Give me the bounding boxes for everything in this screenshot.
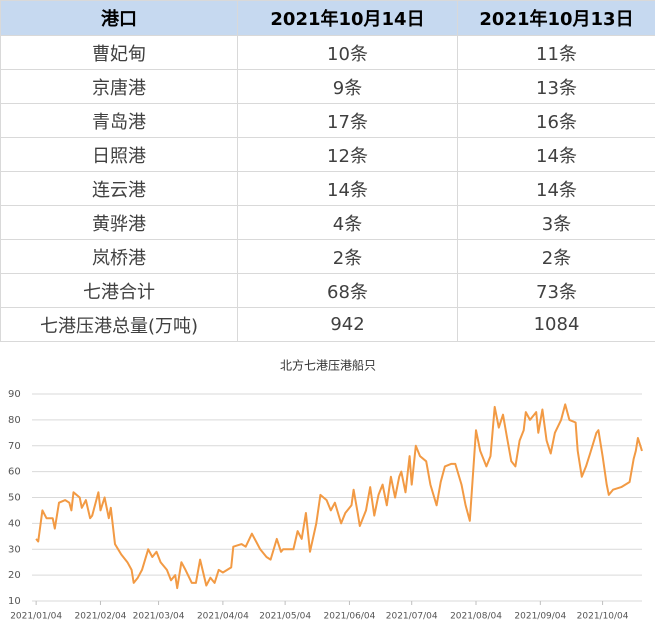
y-tick-label: 30: [8, 544, 21, 555]
table-cell: 3条: [458, 206, 655, 240]
table-cell: 942: [238, 308, 458, 342]
table-cell: 9条: [238, 70, 458, 104]
table-cell: 1084: [458, 308, 655, 342]
chart: 北方七港压港船只 10 20 30 40 50 60 70 80 90 2021/01/04 202…: [0, 342, 655, 629]
x-tick-label: 2021/05/04: [259, 612, 311, 622]
x-tick-label: 2021/09/04: [514, 612, 566, 622]
y-tick-label: 70: [8, 441, 21, 452]
x-tick-label: 2021/04/04: [197, 612, 249, 622]
x-tick-label: 2021/08/04: [450, 612, 502, 622]
table-cell: 2条: [238, 240, 458, 274]
table-cell: 16条: [458, 104, 655, 138]
table-cell: 12条: [238, 138, 458, 172]
table-cell: 68条: [238, 274, 458, 308]
header-cell: 港口: [1, 1, 238, 36]
table-cell: 11条: [458, 36, 655, 70]
table-cell: 青岛港: [1, 104, 238, 138]
x-tick-label: 2021/07/04: [386, 612, 438, 622]
chart-title: 北方七港压港船只: [280, 358, 376, 373]
y-tick-label: 20: [8, 570, 21, 581]
y-tick-label: 80: [8, 415, 21, 426]
table-cell: 2条: [458, 240, 655, 274]
table-cell: 日照港: [1, 138, 238, 172]
table-cell: 10条: [238, 36, 458, 70]
table-cell: 黄骅港: [1, 206, 238, 240]
table-cell: 岚桥港: [1, 240, 238, 274]
table-cell: 14条: [458, 138, 655, 172]
table-cell: 七港压港总量(万吨): [1, 308, 238, 342]
table-cell: 京唐港: [1, 70, 238, 104]
table-cell: 73条: [458, 274, 655, 308]
x-tick-label: 2021/01/04: [10, 612, 62, 622]
table-cell: 17条: [238, 104, 458, 138]
table-cell: 13条: [458, 70, 655, 104]
y-tick-label: 90: [8, 389, 21, 400]
header-cell: 2021年10月14日: [238, 1, 458, 36]
header-cell: 2021年10月13日: [458, 1, 655, 36]
y-tick-label: 40: [8, 518, 21, 529]
table-cell: 14条: [458, 172, 655, 206]
x-tick-label: 2021/10/04: [577, 612, 629, 622]
table-cell: 连云港: [1, 172, 238, 206]
x-tick-label: 2021/06/04: [324, 612, 376, 622]
table-cell: 曹妃甸: [1, 36, 238, 70]
y-tick-label: 50: [8, 493, 21, 504]
table-cell: 4条: [238, 206, 458, 240]
x-tick-label: 2021/02/04: [75, 612, 127, 622]
data-line: [36, 404, 642, 588]
x-tick-label: 2021/03/04: [133, 612, 185, 622]
table-cell: 七港合计: [1, 274, 238, 308]
table-cell: 14条: [238, 172, 458, 206]
y-tick-label: 10: [8, 596, 21, 607]
y-tick-label: 60: [8, 467, 21, 478]
